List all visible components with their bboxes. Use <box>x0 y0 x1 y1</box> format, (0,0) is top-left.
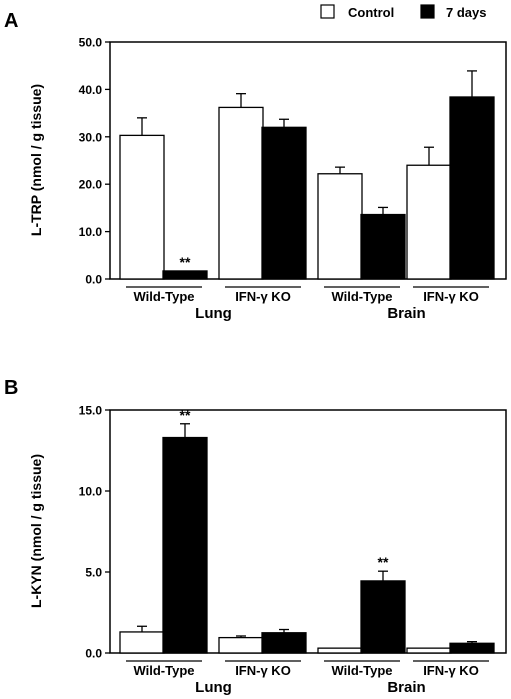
panel-b-genotype-label: Wild-Type <box>133 663 194 678</box>
legend-control-label: Control <box>348 5 394 20</box>
panel-b-significance-mark: ** <box>378 554 389 570</box>
panel-b-y-tick-label: 10.0 <box>79 485 103 499</box>
panel-a-y-axis-label: L-TRP (nmol / g tissue) <box>28 84 44 236</box>
panel-b-bar-7days <box>261 632 307 654</box>
panel-b-bar-control <box>218 636 264 654</box>
panel-a-y-tick-label: 40.0 <box>79 83 103 97</box>
panel-b-plot-frame <box>109 409 507 654</box>
panel-a-y-tick-label: 10.0 <box>79 225 103 239</box>
panel-b-bar-control <box>406 647 452 654</box>
panel-b-genotype-label: IFN-γ KO <box>235 663 291 678</box>
panel-a-genotype-label: Wild-Type <box>133 289 194 304</box>
panel-b-bar-control <box>317 647 363 654</box>
panel-a-tissue-label: Lung <box>195 305 232 322</box>
panel-b-genotype-label: Wild-Type <box>331 663 392 678</box>
panel-b-bar-7days <box>162 436 208 654</box>
panel-b: B L-KYN (nmol / g tissue) 0.0 5.0 10.0 15.0… <box>4 377 507 696</box>
panel-b-tissue-label: Lung <box>195 679 232 696</box>
panel-a-y-tick-label: 20.0 <box>79 178 103 192</box>
panel-a-significance-mark: ** <box>180 254 191 270</box>
panel-a-bar-control <box>218 106 264 280</box>
panel-a-bar-control <box>406 164 452 280</box>
panel-a-bar-7days <box>261 126 307 280</box>
panel-a-bar-7days <box>449 96 495 280</box>
panel-a-bar-7days <box>360 213 406 280</box>
panel-a-y-tick-label: 0.0 <box>85 273 102 287</box>
legend: Control 7 days <box>320 4 486 20</box>
panel-b-bar-7days <box>360 580 406 654</box>
panel-b-y-tick-label: 5.0 <box>85 566 102 580</box>
panel-b-y-tick-label: 0.0 <box>85 647 102 661</box>
panel-b-y-tick-label: 15.0 <box>79 404 103 418</box>
panel-a-genotype-label: IFN-γ KO <box>235 289 291 304</box>
panel-a-genotype-label: IFN-γ KO <box>423 289 479 304</box>
panel-b-genotype-label: IFN-γ KO <box>423 663 479 678</box>
panel-a-plot-frame <box>109 41 507 280</box>
panel-b-y-ticks: 0.0 5.0 10.0 15.0 <box>79 404 110 661</box>
panel-b-bars: ** ** <box>119 407 495 654</box>
panel-a-bar-control <box>317 173 363 280</box>
legend-7days-label: 7 days <box>446 5 486 20</box>
panel-a-bar-control <box>119 134 165 280</box>
panel-b-bar-control <box>119 631 165 654</box>
panel-a-y-ticks: 0.0 10.0 20.0 30.0 40.0 50.0 <box>79 36 110 287</box>
panel-a-bars: ** <box>119 70 495 280</box>
panel-a-bar-7days <box>162 270 208 280</box>
panel-a-y-tick-label: 30.0 <box>79 130 103 144</box>
panel-b-y-axis-label: L-KYN (nmol / g tissue) <box>28 454 44 608</box>
panel-b-letter: B <box>4 377 18 399</box>
panel-a-genotype-label: Wild-Type <box>331 289 392 304</box>
panel-a: A L-TRP (nmol / g tissue) 0.0 10.0 20.0 30.… <box>4 10 507 322</box>
legend-control-swatch <box>320 4 335 19</box>
panel-a-y-tick-label: 50.0 <box>79 36 103 50</box>
panel-b-bar-7days <box>449 642 495 654</box>
panel-a-letter: A <box>4 10 18 32</box>
panel-b-tissue-label: Brain <box>387 679 425 696</box>
legend-7days-swatch <box>420 4 435 19</box>
panel-a-tissue-label: Brain <box>387 305 425 322</box>
panel-b-significance-mark: ** <box>180 407 191 423</box>
